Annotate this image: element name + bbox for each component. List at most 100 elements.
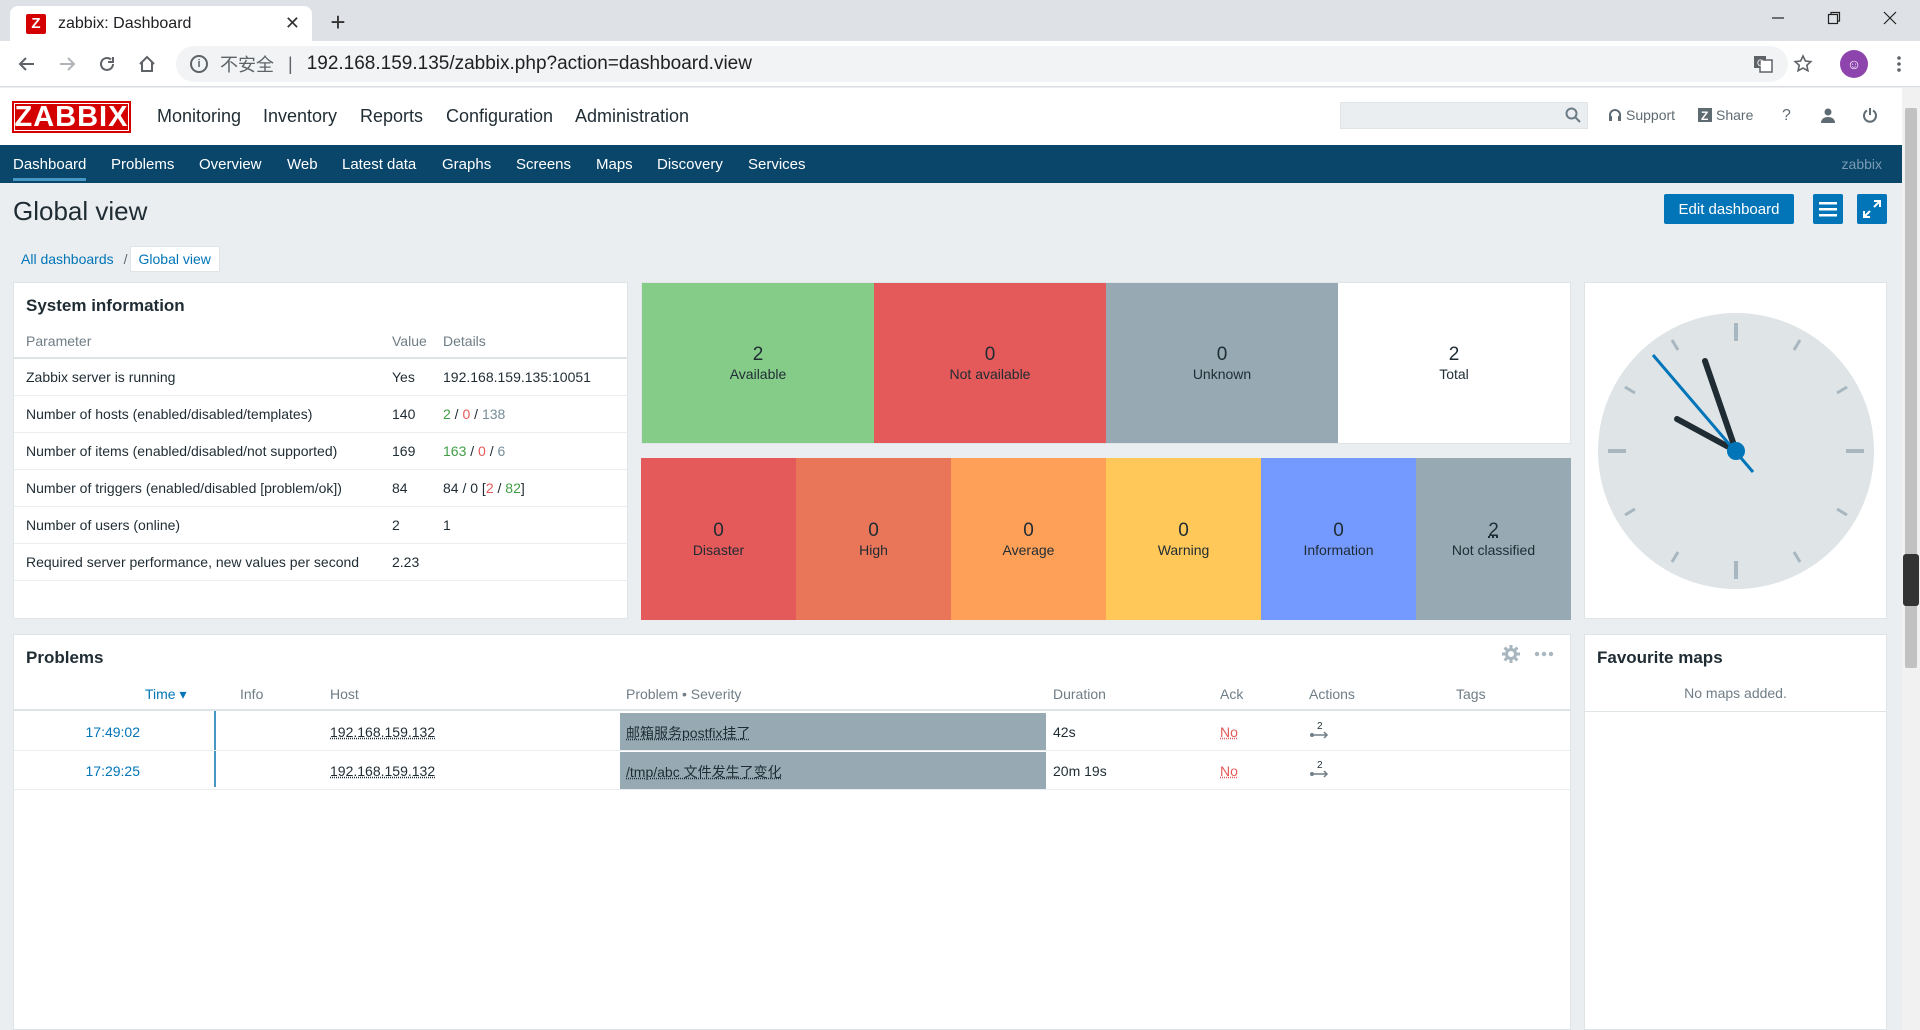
page-scrollbar[interactable] [1902, 88, 1920, 1030]
problem-duration: 20m 19s [1053, 763, 1107, 779]
empty-message: No maps added. [1684, 685, 1787, 701]
breadcrumb-global-view[interactable]: Global view [129, 246, 220, 272]
severity-average[interactable]: 0 Average [951, 458, 1106, 620]
availability-available[interactable]: 2 Available [642, 283, 874, 443]
severity-high[interactable]: 0 High [796, 458, 951, 620]
problem-host[interactable]: 192.168.159.132 [330, 763, 436, 779]
menu-inventory[interactable]: Inventory [263, 106, 338, 126]
search-input[interactable] [1340, 102, 1588, 129]
sub-navigation: Dashboard Problems Overview Web Latest d… [0, 145, 1902, 183]
menu-reports[interactable]: Reports [360, 106, 424, 126]
more-options-icon[interactable] [1534, 645, 1554, 663]
actions-icon[interactable]: 2 [1309, 720, 1331, 740]
menu-configuration[interactable]: Configuration [446, 106, 554, 126]
divider: | [288, 53, 293, 74]
table-row[interactable]: 17:29:25 192.168.159.132 /tmp/abc 文件发生了变… [14, 752, 1570, 790]
table-row[interactable]: 17:49:02 192.168.159.132 邮箱服务postfix挂了 4… [14, 713, 1570, 751]
column-time[interactable]: Time ▾ [145, 686, 187, 702]
table-row: Zabbix server is running Yes 192.168.159… [14, 358, 627, 396]
close-window-icon[interactable] [1862, 0, 1918, 36]
tab-title: zabbix: Dashboard [58, 14, 192, 32]
support-link[interactable]: Support [1608, 107, 1675, 123]
info-icon[interactable]: i [190, 55, 208, 73]
subnav-dashboard[interactable]: Dashboard [13, 156, 87, 181]
problem-host[interactable]: 192.168.159.132 [330, 724, 436, 740]
table-row: Number of users (online) 2 1 [14, 506, 627, 544]
ack-status[interactable]: No [1220, 763, 1238, 779]
breadcrumb-all-dashboards[interactable]: All dashboards [21, 251, 114, 267]
zabbix-logo[interactable]: ZABBIX [12, 101, 131, 133]
actions-count: 2 [1317, 760, 1323, 771]
browser-toolbar: i 不安全 | 192.168.159.135/zabbix.php?actio… [0, 41, 1920, 87]
headset-icon [1609, 109, 1621, 121]
severity-information[interactable]: 0 Information [1261, 458, 1416, 620]
availability-not-available[interactable]: 0 Not available [874, 283, 1106, 443]
bookmark-star-icon[interactable] [1788, 49, 1818, 79]
subnav-screens[interactable]: Screens [516, 156, 572, 173]
problem-time[interactable]: 17:29:25 [85, 763, 141, 779]
user-profile-icon[interactable] [1820, 107, 1836, 123]
subnav-discovery[interactable]: Discovery [657, 156, 723, 173]
gear-icon[interactable] [1502, 645, 1520, 663]
severity-not-classified[interactable]: 2 Not classified [1416, 458, 1571, 620]
address-bar[interactable]: i 不安全 | 192.168.159.135/zabbix.php?actio… [176, 46, 1788, 82]
browser-menu-icon[interactable] [1884, 49, 1914, 79]
label: Not classified [1451, 542, 1536, 558]
help-icon[interactable]: ? [1782, 107, 1791, 124]
table-row: Required server performance, new values … [14, 543, 627, 581]
menu-monitoring[interactable]: Monitoring [157, 106, 242, 126]
home-icon[interactable] [132, 49, 162, 79]
column-header: Value [392, 325, 443, 359]
subnav-services[interactable]: Services [748, 156, 806, 173]
availability-unknown[interactable]: 0 Unknown [1106, 283, 1338, 443]
subnav-overview[interactable]: Overview [199, 156, 262, 173]
ack-status[interactable]: No [1220, 724, 1238, 740]
url-text[interactable]: 192.168.159.135/zabbix.php?action=dashbo… [306, 53, 752, 74]
svg-text:Z: Z [1701, 109, 1708, 122]
subnav-web[interactable]: Web [287, 156, 318, 173]
profile-avatar[interactable]: ☺ [1840, 50, 1868, 78]
scrollbar-thumb[interactable] [1905, 108, 1917, 668]
templates-count: 138 [481, 405, 506, 422]
column-host: Host [330, 686, 359, 702]
subnav-latest-data[interactable]: Latest data [342, 156, 417, 173]
translate-icon[interactable]: G [1748, 49, 1778, 79]
search-icon[interactable] [1565, 107, 1581, 123]
logout-icon[interactable] [1862, 107, 1878, 123]
availability-total[interactable]: 2 Total [1338, 283, 1570, 443]
browser-tab[interactable]: Z zabbix: Dashboard ✕ [10, 6, 312, 41]
restore-icon[interactable] [1806, 0, 1862, 36]
problem-name[interactable]: 邮箱服务postfix挂了 [620, 713, 1046, 750]
favourite-maps-widget: Favourite maps No maps added. [1584, 634, 1887, 1030]
problem-time[interactable]: 17:49:02 [85, 724, 141, 740]
new-tab-button[interactable]: + [330, 6, 346, 37]
count: 2 [752, 344, 764, 365]
breadcrumb-separator: / [123, 251, 128, 267]
current-user: zabbix [1841, 156, 1882, 172]
severity-warning[interactable]: 0 Warning [1106, 458, 1261, 620]
subnav-problems[interactable]: Problems [111, 156, 175, 173]
triggers-prefix: 84 / 0 [ [443, 479, 486, 496]
column-header: Parameter [14, 325, 392, 359]
subnav-graphs[interactable]: Graphs [442, 156, 492, 173]
count: 0 [1178, 520, 1189, 541]
back-icon[interactable] [12, 49, 42, 79]
subnav-maps[interactable]: Maps [596, 156, 633, 173]
dashboard-menu-button[interactable] [1813, 194, 1843, 224]
zabbix-favicon: Z [26, 13, 46, 34]
reload-icon[interactable] [92, 49, 122, 79]
problem-name[interactable]: /tmp/abc 文件发生了变化 [620, 752, 1046, 789]
share-link[interactable]: Z Share [1698, 107, 1753, 123]
close-tab-icon[interactable]: ✕ [284, 13, 300, 33]
param-cell: Number of triggers (enabled/disabled [pr… [14, 469, 392, 507]
menu-administration[interactable]: Administration [575, 106, 690, 126]
count: 0 [713, 520, 724, 541]
count[interactable]: 2 [1488, 520, 1499, 541]
edit-dashboard-button[interactable]: Edit dashboard [1664, 194, 1794, 224]
severity-disaster[interactable]: 0 Disaster [641, 458, 796, 620]
forward-icon[interactable] [52, 49, 82, 79]
details-cell [443, 543, 627, 581]
fullscreen-button[interactable] [1857, 194, 1887, 224]
minimize-icon[interactable] [1750, 0, 1806, 36]
actions-icon[interactable]: 2 [1309, 759, 1331, 779]
